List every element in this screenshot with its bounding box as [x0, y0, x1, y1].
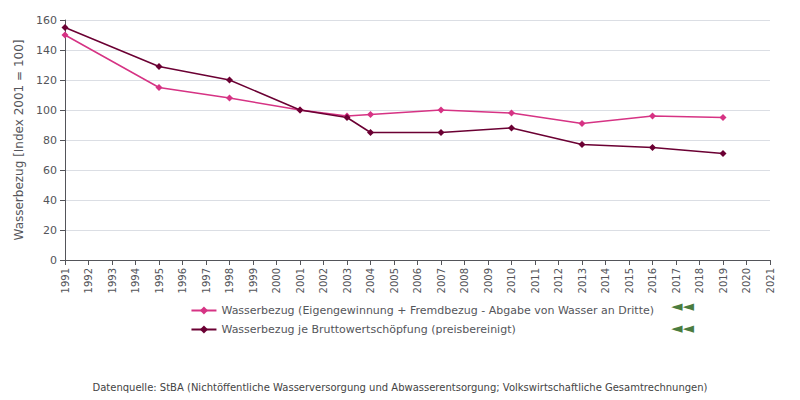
- svg-text:Datenquelle: StBA (Nichtöffent: Datenquelle: StBA (Nichtöffentliche Wass…: [93, 382, 708, 393]
- svg-text:1996: 1996: [177, 268, 188, 293]
- svg-text:1998: 1998: [224, 268, 235, 293]
- svg-text:0: 0: [50, 254, 57, 267]
- svg-text:1994: 1994: [130, 268, 141, 293]
- svg-text:60: 60: [43, 164, 57, 177]
- svg-text:2002: 2002: [318, 268, 329, 293]
- svg-text:2015: 2015: [624, 268, 635, 293]
- svg-text:1992: 1992: [83, 268, 94, 293]
- svg-text:20: 20: [43, 224, 57, 237]
- svg-text:2013: 2013: [577, 268, 588, 293]
- svg-text:2017: 2017: [671, 268, 682, 293]
- svg-text:1993: 1993: [107, 268, 118, 293]
- svg-text:Wasserbezug (Eigengewinnung +: Wasserbezug (Eigengewinnung + Fremdbezug…: [221, 304, 654, 317]
- svg-text:2003: 2003: [342, 268, 353, 293]
- svg-text:Wasserbezug je Bruttowertschöp: Wasserbezug je Bruttowertschöpfung (prei…: [221, 323, 515, 336]
- svg-text:160: 160: [36, 14, 57, 27]
- svg-text:2014: 2014: [600, 268, 611, 293]
- svg-text:140: 140: [36, 44, 57, 57]
- svg-text:2001: 2001: [295, 268, 306, 293]
- svg-text:1991: 1991: [60, 268, 71, 293]
- svg-text:2019: 2019: [718, 268, 729, 293]
- svg-text:2009: 2009: [483, 268, 494, 293]
- svg-text:2005: 2005: [389, 268, 400, 293]
- svg-text:80: 80: [43, 134, 57, 147]
- svg-text:2010: 2010: [506, 268, 517, 293]
- svg-text:1997: 1997: [201, 268, 212, 293]
- svg-text:2012: 2012: [553, 268, 564, 293]
- svg-text:2006: 2006: [412, 268, 423, 293]
- svg-text:2000: 2000: [271, 268, 282, 293]
- svg-text:2016: 2016: [647, 268, 658, 293]
- svg-text:◄◄: ◄◄: [671, 297, 695, 315]
- svg-text:2011: 2011: [530, 268, 541, 293]
- svg-text:100: 100: [36, 104, 57, 117]
- svg-text:Wasserbezug [Index 2001 = 100]: Wasserbezug [Index 2001 = 100]: [12, 40, 26, 241]
- svg-text:1995: 1995: [154, 268, 165, 293]
- svg-text:◄◄: ◄◄: [671, 319, 695, 337]
- svg-text:120: 120: [36, 74, 57, 87]
- svg-text:2018: 2018: [694, 268, 705, 293]
- svg-text:2021: 2021: [765, 268, 776, 293]
- svg-text:2008: 2008: [459, 268, 470, 293]
- svg-text:2004: 2004: [365, 268, 376, 293]
- svg-text:1999: 1999: [248, 268, 259, 293]
- svg-text:2020: 2020: [741, 268, 752, 293]
- svg-text:2007: 2007: [436, 268, 447, 293]
- svg-text:40: 40: [43, 194, 57, 207]
